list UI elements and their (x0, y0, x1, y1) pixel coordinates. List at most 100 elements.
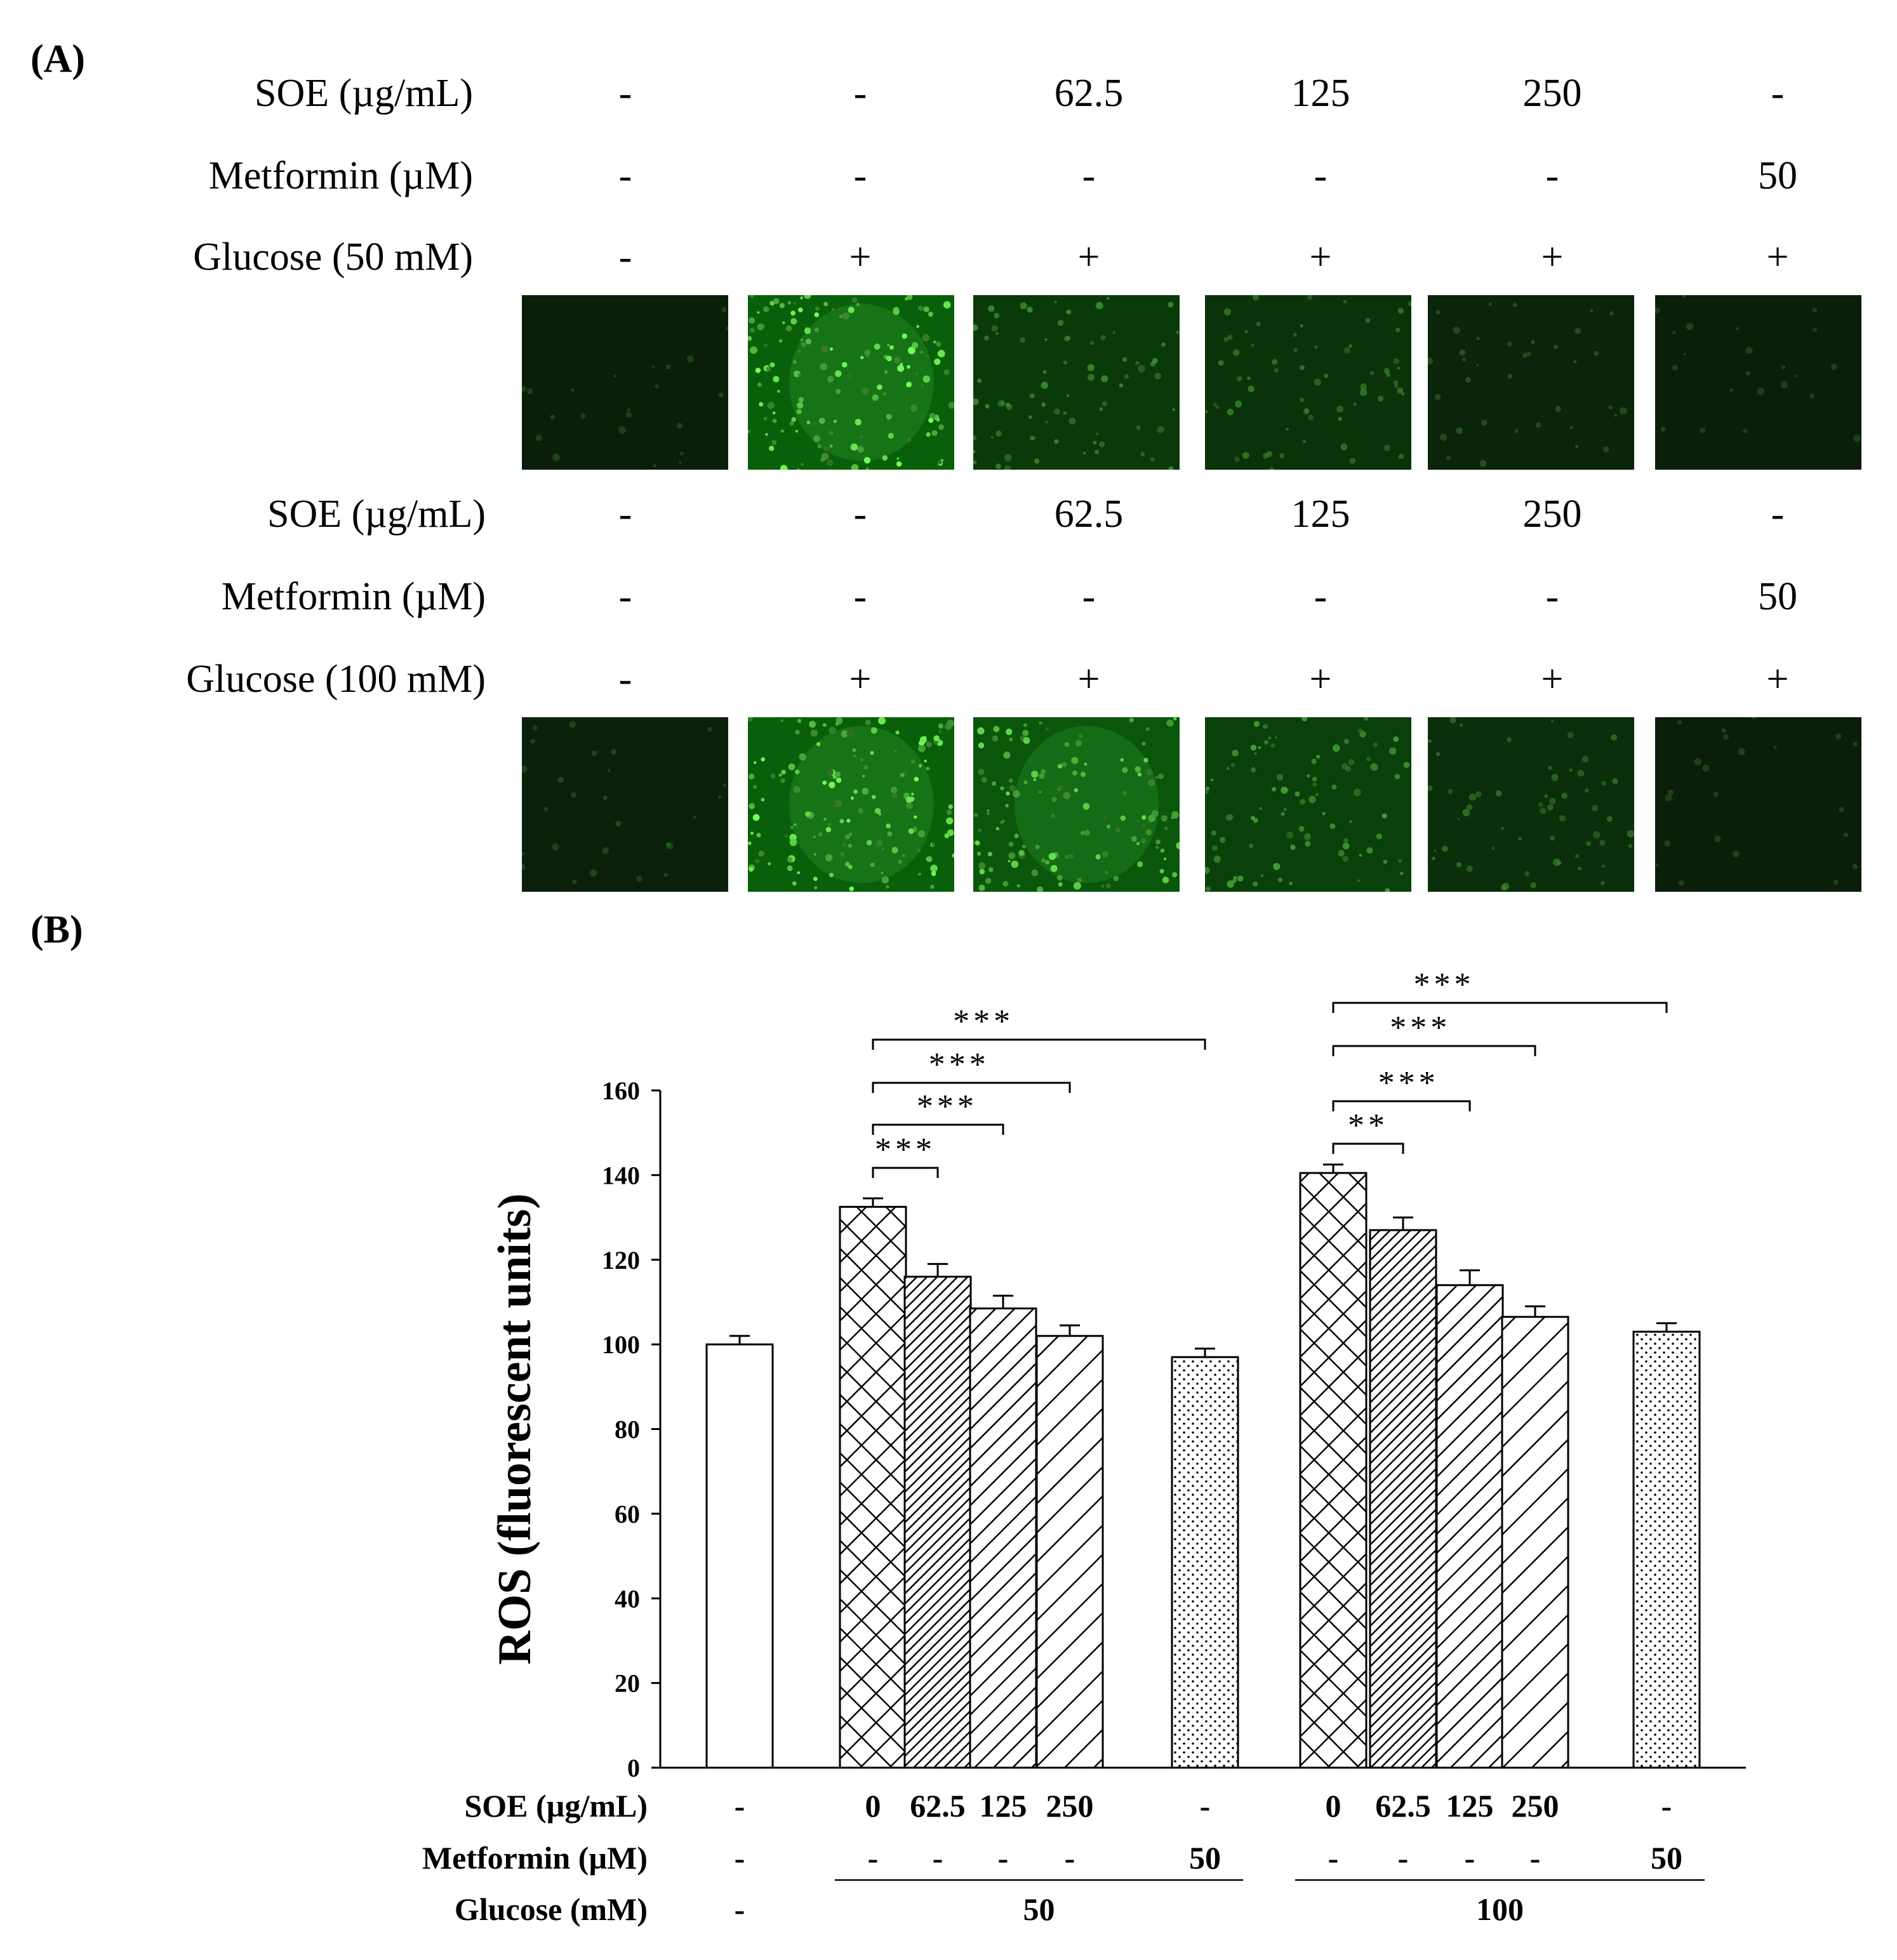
glucose-group-label: 100 (1476, 1891, 1524, 1927)
significance-label: *** (953, 1003, 1014, 1040)
bar (1632, 1330, 1701, 1769)
table-cell: - (1398, 1840, 1409, 1876)
y-tick-label: 120 (602, 1246, 640, 1275)
panel-a-condition-cell: - (1545, 575, 1559, 618)
panel-a-label: (A) (30, 37, 86, 81)
y-tick-label: 60 (615, 1500, 640, 1528)
fluorescence-micrograph (748, 717, 954, 892)
table-cell: - (933, 1840, 943, 1876)
significance-bracket (1332, 1100, 1471, 1111)
fluorescence-micrograph (748, 295, 954, 470)
table-cell: 0 (865, 1788, 881, 1824)
significance-label: *** (1378, 1065, 1439, 1101)
panel-a-condition-cell: 250 (1522, 493, 1582, 536)
fluorescence-micrograph (522, 295, 728, 470)
y-tick-label: 40 (615, 1584, 640, 1613)
table-cell: - (1465, 1840, 1475, 1876)
panel-a-condition-cell: - (1082, 154, 1096, 197)
fluorescence-micrograph (522, 717, 728, 892)
panel-a-condition-cell: + (1766, 235, 1789, 279)
significance-bracket (872, 1167, 939, 1178)
table-cell: 250 (1512, 1788, 1559, 1824)
significance-bracket (872, 1123, 1004, 1135)
bar (839, 1205, 907, 1769)
panel-a-condition-cell: 50 (1758, 575, 1797, 618)
panel-a-condition-cell: - (618, 154, 632, 197)
significance-bracket (872, 1082, 1071, 1093)
panel-a-condition-cell: - (618, 493, 632, 536)
panel-a-condition-cell: 125 (1291, 72, 1350, 115)
panel-a-row-label: Glucose (50 mM) (193, 235, 473, 279)
panel-b-label: (B) (30, 908, 83, 951)
panel-a-condition-cell: - (1771, 493, 1785, 536)
bar (1369, 1229, 1437, 1769)
panel-a-condition-cell: + (849, 658, 872, 701)
table-row-label: Metformin (µM) (422, 1840, 648, 1876)
y-tick-label: 140 (602, 1161, 640, 1189)
bar (1299, 1172, 1368, 1769)
panel-a-condition-cell: - (1545, 154, 1559, 197)
panel-a-condition-cell: + (1309, 658, 1332, 701)
panel-a-condition-cell: - (618, 235, 632, 279)
panel-a-condition-cell: - (618, 575, 632, 618)
panel-a-condition-cell: + (1766, 658, 1789, 701)
fluorescence-micrograph (1655, 295, 1861, 470)
panel-a-condition-cell: 125 (1291, 493, 1350, 536)
panel-a-condition-cell: - (1771, 72, 1785, 115)
significance-bracket (872, 1038, 1206, 1050)
glucose-group-label: - (735, 1891, 745, 1927)
fluorescence-micrograph (973, 717, 1180, 892)
panel-a-row-label: SOE (µg/mL) (267, 493, 486, 536)
significance-bracket (1332, 1002, 1668, 1013)
fluorescence-micrograph (1655, 717, 1861, 892)
table-cell: 125 (1446, 1788, 1494, 1824)
panel-a-condition-cell: + (1077, 235, 1100, 279)
bar (903, 1275, 972, 1769)
table-cell: 125 (980, 1788, 1027, 1824)
y-tick-label: 160 (602, 1076, 640, 1105)
fluorescence-micrograph (1428, 295, 1634, 470)
fluorescence-micrograph (1205, 717, 1411, 892)
significance-bracket (1332, 1142, 1404, 1154)
panel-a-condition-cell: + (1541, 658, 1564, 701)
table-cell: - (1530, 1840, 1541, 1876)
significance-label: *** (875, 1132, 936, 1168)
table-cell: 50 (1189, 1840, 1221, 1876)
table-cell: - (868, 1840, 879, 1876)
panel-a-condition-cell: + (1309, 235, 1332, 279)
bar (1171, 1356, 1239, 1769)
panel-a-condition-cell: + (1077, 658, 1100, 701)
significance-label: ** (1348, 1108, 1388, 1144)
panel-a-condition-cell: 62.5 (1054, 493, 1124, 536)
panel-a-condition-cell: 62.5 (1054, 72, 1124, 115)
y-tick-label: 100 (602, 1330, 640, 1359)
panel-a-condition-cell: 250 (1522, 72, 1582, 115)
panel-a-condition-cell: - (1314, 575, 1328, 618)
table-cell: - (1328, 1840, 1339, 1876)
table-row-label: SOE (µg/mL) (464, 1788, 648, 1824)
table-cell: - (998, 1840, 1009, 1876)
bar (1035, 1335, 1104, 1769)
panel-a-row-label: Metformin (µM) (208, 154, 473, 197)
significance-label: *** (1414, 967, 1475, 1003)
bar (969, 1307, 1037, 1769)
panel-a-row-label: Glucose (100 mM) (186, 658, 486, 701)
table-cell: 62.5 (910, 1788, 966, 1824)
panel-a-row-label: SOE (µg/mL) (255, 72, 473, 115)
glucose-group-label: 50 (1023, 1891, 1055, 1927)
panel-a-condition-cell: - (853, 575, 867, 618)
panel-a-condition-cell: + (1541, 235, 1564, 279)
panel-a-row-label: Metformin (µM) (221, 575, 486, 618)
significance-label: *** (1390, 1010, 1451, 1046)
y-tick-label: 20 (615, 1669, 640, 1698)
panel-a-condition-cell: - (853, 154, 867, 197)
table-cell: 250 (1046, 1788, 1094, 1824)
table-cell: - (1065, 1840, 1075, 1876)
y-axis-title: ROS (fluorescent units) (489, 1193, 541, 1665)
table-cell: 62.5 (1375, 1788, 1431, 1824)
panel-a-condition-cell: - (618, 658, 632, 701)
fluorescence-micrograph (1205, 295, 1411, 470)
panel-a-condition-cell: - (1082, 575, 1096, 618)
y-tick-label: 80 (615, 1415, 640, 1444)
